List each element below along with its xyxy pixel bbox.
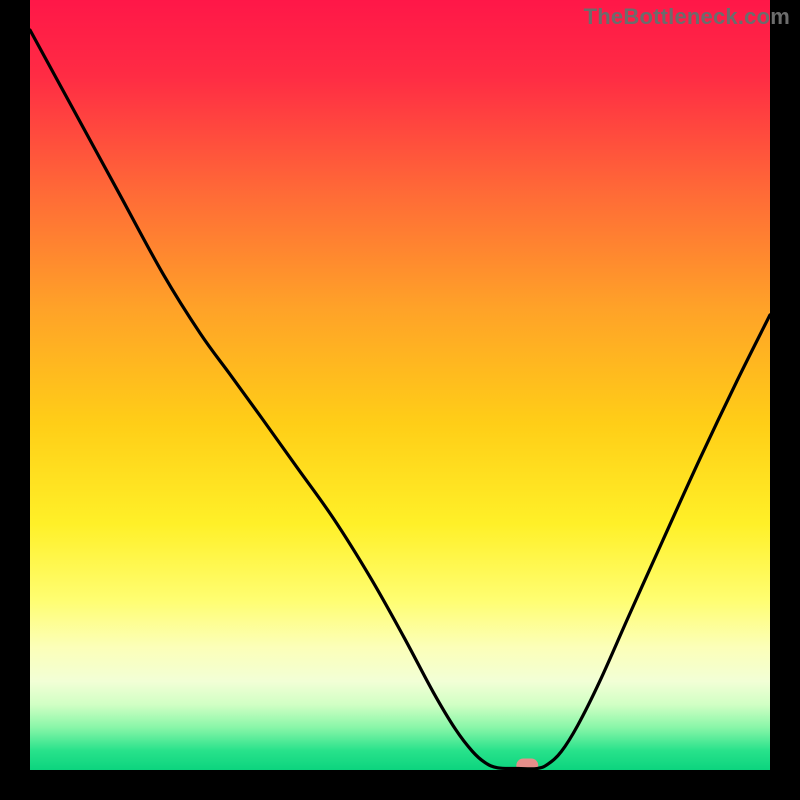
plot-gradient [30, 0, 770, 770]
frame-right [770, 0, 800, 800]
frame-bottom [0, 770, 800, 800]
bottleneck-chart [0, 0, 800, 800]
frame-left [0, 0, 30, 800]
watermark-text: TheBottleneck.com [584, 4, 790, 30]
